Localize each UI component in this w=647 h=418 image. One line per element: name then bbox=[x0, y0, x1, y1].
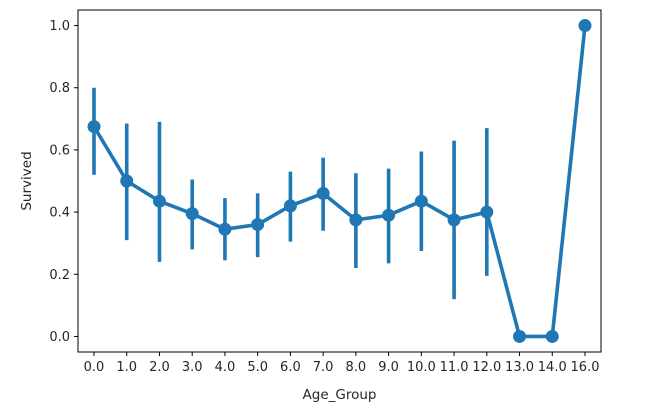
x-tick-label: 0.0 bbox=[84, 360, 105, 375]
x-tick-label: 11.0 bbox=[440, 360, 469, 375]
data-point bbox=[185, 207, 199, 221]
plot-area bbox=[77, 9, 602, 353]
data-point bbox=[152, 194, 166, 208]
x-tick-label: 7.0 bbox=[313, 360, 334, 375]
data-point bbox=[251, 218, 265, 232]
x-tick-label: 13.0 bbox=[505, 360, 534, 375]
y-tick-label: 0.2 bbox=[49, 268, 70, 283]
data-point bbox=[480, 205, 494, 219]
y-axis-ticks: 0.0 0.2 0.4 0.6 0.8 1.0 bbox=[49, 19, 78, 345]
data-point bbox=[447, 213, 461, 227]
x-tick-label: 12.0 bbox=[472, 360, 501, 375]
x-tick-label: 1.0 bbox=[116, 360, 137, 375]
data-point bbox=[513, 329, 527, 343]
data-point bbox=[349, 213, 363, 227]
x-tick-label: 8.0 bbox=[346, 360, 367, 375]
data-point bbox=[87, 120, 101, 134]
x-tick-label: 3.0 bbox=[182, 360, 203, 375]
x-tick-label: 9.0 bbox=[378, 360, 399, 375]
data-point bbox=[382, 208, 396, 222]
plot-frame bbox=[77, 9, 602, 353]
data-point bbox=[578, 19, 592, 33]
y-tick-label: 0.0 bbox=[49, 330, 70, 345]
x-tick-label: 6.0 bbox=[280, 360, 301, 375]
y-tick-label: 0.8 bbox=[49, 81, 70, 96]
x-tick-label: 5.0 bbox=[247, 360, 268, 375]
x-tick-label: 2.0 bbox=[149, 360, 170, 375]
x-axis-ticks: 0.0 1.0 2.0 3.0 4.0 5.0 6.0 7.0 8.0 9.0 10.0 11.0 12… bbox=[84, 352, 600, 375]
data-point bbox=[218, 222, 232, 236]
data-point bbox=[283, 199, 297, 213]
series-line bbox=[92, 25, 587, 339]
x-tick-label: 14.0 bbox=[538, 360, 567, 375]
x-axis-label: Age_Group bbox=[303, 387, 377, 403]
y-tick-label: 1.0 bbox=[49, 19, 70, 34]
data-point bbox=[414, 194, 428, 208]
y-tick-label: 0.6 bbox=[49, 143, 70, 158]
data-point bbox=[316, 186, 330, 200]
x-tick-label: 4.0 bbox=[215, 360, 236, 375]
x-tick-label: 10.0 bbox=[407, 360, 436, 375]
x-tick-label: 16.0 bbox=[571, 360, 600, 375]
data-point bbox=[120, 174, 134, 188]
y-axis-label: Survived bbox=[19, 151, 35, 210]
y-tick-label: 0.4 bbox=[49, 206, 70, 221]
data-point bbox=[545, 329, 559, 343]
